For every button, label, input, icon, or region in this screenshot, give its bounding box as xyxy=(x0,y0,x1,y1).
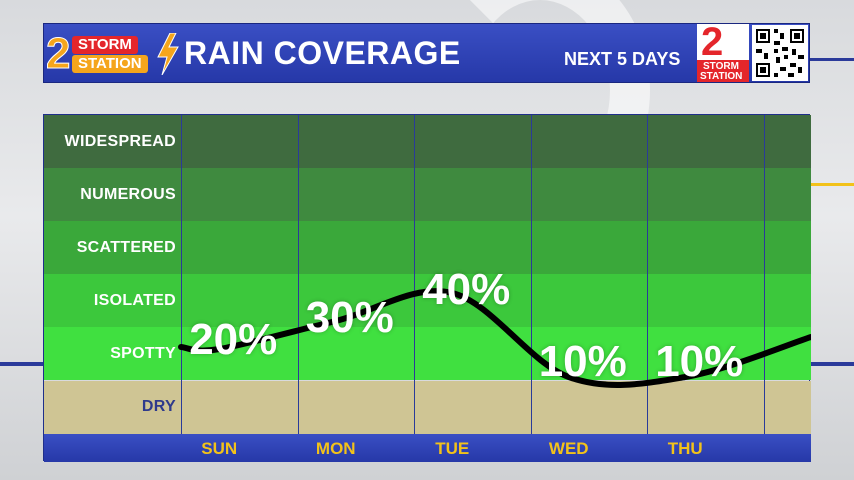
header-bar: 2 STORM STATION RAIN COVERAGE NEXT 5 DAY… xyxy=(43,20,810,83)
band-dry: DRY xyxy=(44,380,811,434)
coverage-line xyxy=(178,288,811,388)
day-divider xyxy=(414,115,415,434)
day-divider xyxy=(530,115,532,434)
x-tick-label: THU xyxy=(667,439,703,458)
badge-line2: STATION xyxy=(700,71,743,82)
band-scattered: SCATTERED xyxy=(44,221,811,275)
data-label: 10% xyxy=(538,337,627,386)
band-label: WIDESPREAD xyxy=(64,132,176,150)
lightning-bolt-icon xyxy=(157,33,179,75)
background-stripe xyxy=(808,58,854,61)
page-subtitle: NEXT 5 DAYS xyxy=(564,49,681,69)
background-stripe xyxy=(808,183,854,186)
logo-line1: STORM xyxy=(72,36,138,54)
band-widespread: WIDESPREAD xyxy=(44,115,811,169)
x-tick-label: WED xyxy=(548,439,589,458)
logo-number: 2 xyxy=(45,29,71,79)
coverage-curve-svg xyxy=(178,288,811,388)
data-label: 30% xyxy=(305,293,394,342)
x-tick-label: MON xyxy=(315,439,356,458)
x-axis-bar xyxy=(44,434,811,462)
logo-line2: STATION xyxy=(72,55,148,73)
band-spotty: SPOTTY xyxy=(44,327,811,381)
band-label: NUMEROUS xyxy=(80,185,176,203)
data-label: 20% xyxy=(189,315,278,364)
badge-number: 2 xyxy=(701,20,724,64)
day-divider xyxy=(647,115,648,434)
day-divider xyxy=(763,115,765,434)
x-tick-label: TUE xyxy=(435,439,470,458)
band-isolated: ISOLATED xyxy=(44,274,811,328)
day-divider xyxy=(297,115,299,434)
x-tick-label: SUN xyxy=(201,439,238,458)
rain-coverage-chart: WIDESPREAD NUMEROUS SCATTERED ISOLATED SPOTT… xyxy=(43,114,811,462)
storm-station-logo: 2 STORM STATION xyxy=(45,29,181,79)
band-label: SPOTTY xyxy=(110,344,176,362)
station-badge: 2 STORM STATION xyxy=(697,20,749,82)
band-numerous: NUMEROUS xyxy=(44,168,811,222)
day-divider xyxy=(181,115,182,434)
data-label: 40% xyxy=(422,265,511,314)
band-label: DRY xyxy=(141,398,176,416)
band-label: SCATTERED xyxy=(76,238,176,256)
band-label: ISOLATED xyxy=(93,291,176,309)
qr-code-icon xyxy=(752,25,808,81)
badge-line1: STORM xyxy=(703,61,739,72)
page-title: RAIN COVERAGE xyxy=(184,35,461,71)
data-label: 10% xyxy=(655,337,744,386)
